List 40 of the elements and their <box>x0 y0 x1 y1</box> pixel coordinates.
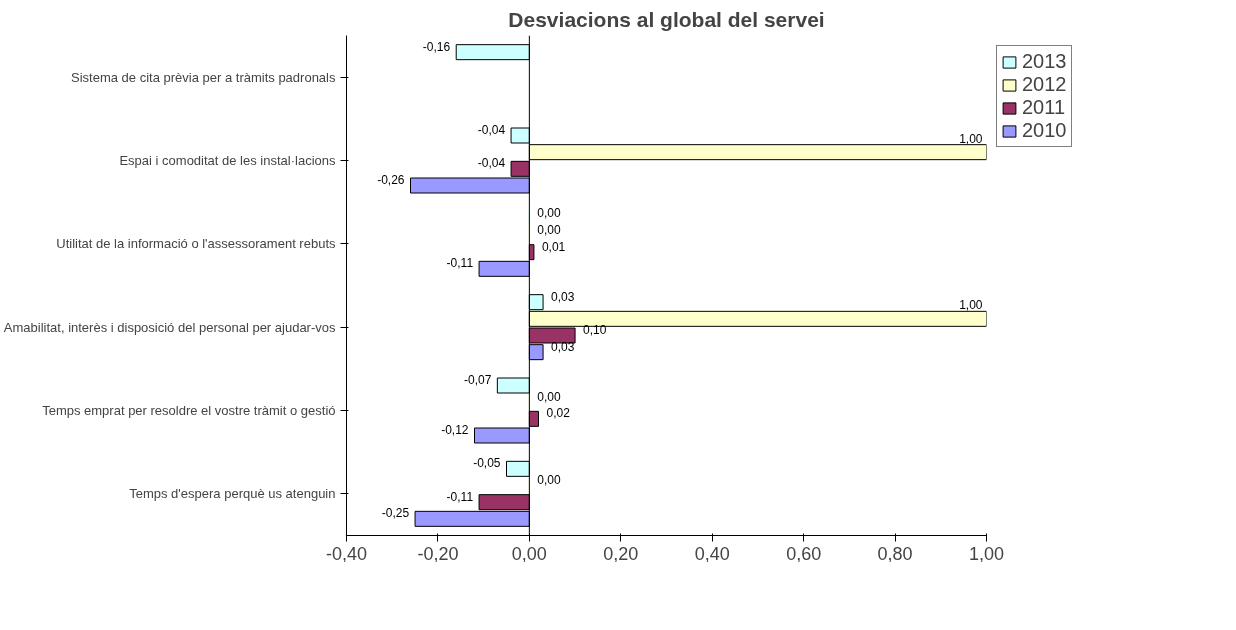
y-tick-label: Utilitat de la informació o l'assessorament rebuts <box>56 236 336 252</box>
data-label: 0,10 <box>583 323 607 337</box>
x-tick-label: -0,20 <box>417 543 459 564</box>
x-tick-label: 1,00 <box>968 543 1005 564</box>
data-label: -0,16 <box>422 39 451 54</box>
data-label: -0,05 <box>473 456 501 471</box>
data-label: -0,11 <box>446 256 474 271</box>
data-label: -0,11 <box>446 489 474 504</box>
data-label: 1,00 <box>959 298 983 313</box>
legend-label: 2013 <box>1022 50 1067 73</box>
data-label: -0,26 <box>377 173 405 187</box>
data-label: 0,00 <box>537 206 562 221</box>
data-label: 0,02 <box>546 406 571 421</box>
x-tick-label: 0,60 <box>786 543 822 564</box>
x-tick-label: 0,80 <box>877 543 913 564</box>
data-label: -0,04 <box>477 123 506 137</box>
data-label: -0,25 <box>381 506 410 521</box>
data-label: -0,04 <box>477 156 506 171</box>
y-tick-label: Amabilitat, interès i disposició del personal per ajudar-vos <box>3 319 336 335</box>
x-tick-label: -0,40 <box>325 543 368 564</box>
x-tick-label: 0,00 <box>511 543 547 564</box>
data-label: 1,00 <box>959 131 983 146</box>
data-label: 0,00 <box>537 473 562 487</box>
data-label: 0,03 <box>551 289 575 304</box>
legend-label: 2011 <box>1022 96 1066 119</box>
y-tick-label: Sistema de cita prèvia per a tràmits padronals <box>71 69 336 85</box>
chart-title: Desviacions al global del servei <box>508 7 825 31</box>
data-label: -0,07 <box>464 373 492 387</box>
data-label: 0,00 <box>537 223 562 237</box>
x-tick-label: 0,20 <box>603 543 639 564</box>
y-tick-label: Temps emprat per resoldre el vostre tràmit o gestió <box>42 403 336 418</box>
x-tick-label: 0,40 <box>694 543 730 564</box>
y-tick-label: Temps d'espera perquè us atenguin <box>129 486 336 502</box>
data-label: -0,12 <box>441 423 469 437</box>
legend-label: 2010 <box>1022 119 1067 142</box>
y-tick-label: Espai i comoditat de les instal·lacions <box>119 153 336 168</box>
legend-label: 2012 <box>1022 73 1067 96</box>
data-label: 0,01 <box>541 239 566 254</box>
data-label: 0,03 <box>551 339 575 354</box>
data-label: 0,00 <box>537 389 562 404</box>
